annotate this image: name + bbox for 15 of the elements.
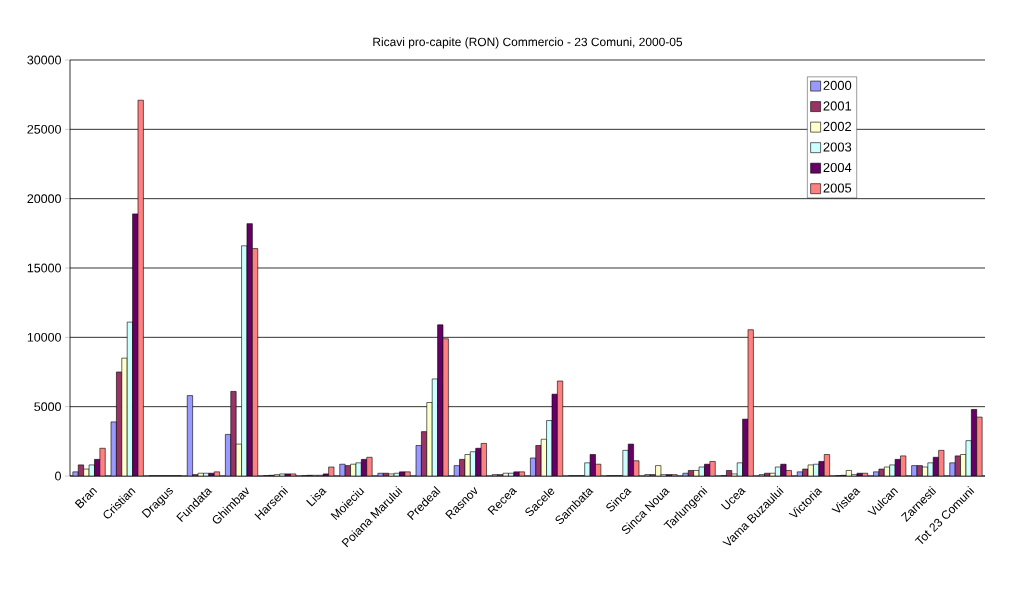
x-tick-label: Lisa [306, 488, 327, 507]
y-tick-label: 30000 [27, 55, 61, 65]
legend-label: 2005 [823, 183, 852, 193]
y-tick-label: 15000 [27, 263, 61, 273]
chart-title: Ricavi pro-capite (RON) Commercio - 23 Comuni, 2000-05 [373, 37, 683, 49]
y-tick-label: 5000 [34, 402, 61, 412]
legend-label: 2000 [823, 80, 852, 90]
legend-label: 2004 [823, 162, 852, 173]
legend-label: 2002 [823, 121, 852, 132]
y-tick-label: 25000 [27, 124, 61, 134]
y-tick-label: 0 [55, 471, 61, 481]
y-tick-label: 20000 [27, 194, 61, 204]
y-tick-label: 10000 [27, 332, 61, 342]
legend-label: 2003 [823, 142, 852, 152]
legend-label: 2001 [823, 101, 852, 111]
